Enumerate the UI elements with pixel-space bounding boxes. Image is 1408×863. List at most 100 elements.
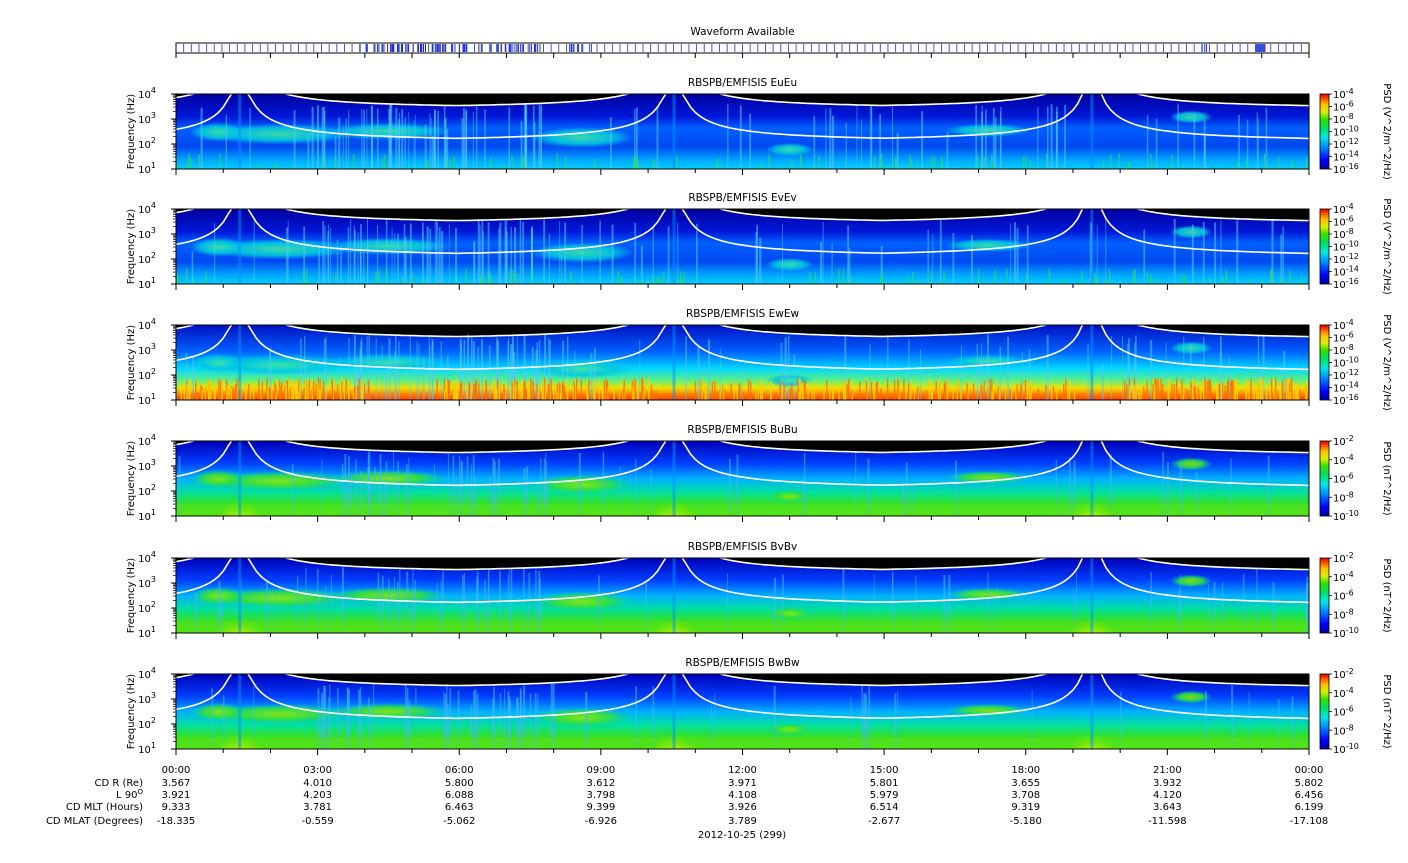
lower-cutoff-curve	[176, 441, 1309, 487]
y-tick-label: 102	[138, 251, 156, 266]
colorbar-label: PSD (V^2/m^2/Hz)	[1381, 198, 1392, 295]
y-axis-label: Frequency (Hz)	[126, 441, 137, 517]
colorbar-label: PSD (nT^2/Hz)	[1381, 558, 1392, 632]
ephemeris-value: 6.088	[445, 790, 474, 801]
panel-title: RBSPB/EMFISIS EwEw	[686, 308, 800, 320]
emission-band	[1169, 690, 1213, 704]
lower-cutoff-curve	[176, 325, 1309, 371]
x-tick-label: 12:00	[728, 765, 757, 776]
ephemeris-value: -0.559	[302, 816, 334, 827]
cutoff-region	[176, 209, 1309, 221]
ephemeris-value: 5.802	[1295, 778, 1324, 789]
spectrogram	[176, 441, 1309, 516]
emission-band	[945, 123, 1031, 137]
emission-band	[945, 470, 1031, 484]
panel-bwbw: RBSPB/EMFISIS BwBw 101 102 103 104Frequency …	[126, 657, 1392, 756]
lower-cutoff-curve	[176, 558, 1309, 604]
date-label: 2012-10-25 (299)	[698, 830, 786, 841]
ephemeris-value: 9.333	[162, 802, 191, 813]
emission-band	[766, 489, 814, 504]
emission-band	[766, 257, 814, 272]
ephemeris-label: CD MLAT (Degrees)	[46, 816, 143, 827]
emission-band	[766, 722, 814, 737]
colorbar	[1319, 673, 1330, 750]
y-tick-label: 101	[138, 625, 156, 640]
lower-cutoff-curve	[176, 674, 1309, 720]
colorbar	[1319, 440, 1330, 517]
y-tick-label: 101	[138, 276, 156, 291]
ephemeris-value: 9.319	[1011, 802, 1040, 813]
panel-title: RBSPB/EMFISIS BwBw	[685, 657, 800, 669]
ephemeris-value: -17.108	[1290, 816, 1329, 827]
waveform-availability: Waveform Available	[175, 26, 1310, 58]
panel-title: RBSPB/EMFISIS BvBv	[688, 541, 797, 553]
colorbar-tick-label: 10-8	[1333, 490, 1354, 504]
emission-band	[530, 127, 634, 148]
emission-band	[766, 373, 814, 388]
y-tick-label: 102	[138, 483, 156, 498]
ephemeris-value: 3.708	[1011, 790, 1040, 801]
colorbar	[1319, 208, 1330, 285]
ephemeris-value: -5.062	[443, 816, 475, 827]
waveform-title: Waveform Available	[690, 26, 794, 38]
emission-band	[766, 142, 814, 157]
ephemeris-value: 5.979	[870, 790, 899, 801]
colorbar-tick-label: 10-4	[1333, 453, 1354, 467]
colorbar-tick-label: 10-16	[1333, 393, 1359, 407]
panel-bubu: RBSPB/EMFISIS BuBu 101 102 103 104Frequency …	[126, 424, 1392, 523]
colorbar-tick-label: 10-2	[1333, 667, 1354, 681]
x-tick-label: 21:00	[1153, 765, 1182, 776]
ephemeris-value: 5.800	[445, 778, 474, 789]
ephemeris-value: 6.199	[1295, 802, 1324, 813]
colorbar	[1319, 324, 1330, 401]
panel-title: RBSPB/EMFISIS BuBu	[687, 424, 797, 436]
ephemeris-value: 9.399	[587, 802, 616, 813]
spectrogram	[176, 209, 1309, 284]
ephemeris-value: -11.598	[1148, 816, 1187, 827]
colorbar-label: PSD (V^2/m^2/Hz)	[1381, 314, 1392, 411]
cutoff-region	[176, 674, 1309, 686]
colorbar-tick-label: 10-2	[1333, 551, 1354, 565]
spectrogram	[176, 325, 1309, 400]
lf-emission	[176, 737, 1309, 749]
ephemeris-value: 4.203	[303, 790, 332, 801]
spectrogram	[176, 94, 1309, 169]
emission-band	[1169, 457, 1213, 471]
y-tick-label: 101	[138, 741, 156, 756]
upper-cutoff-curve	[176, 441, 1309, 454]
y-tick-label: 104	[138, 433, 156, 448]
y-tick-label: 103	[138, 111, 156, 126]
ephemeris-label: L 90O	[116, 788, 143, 801]
panel-title: RBSPB/EMFISIS EvEv	[688, 192, 796, 204]
colorbar-tick-label: 10-4	[1333, 686, 1354, 700]
ephemeris-value: -5.180	[1010, 816, 1042, 827]
ephemeris-value: 5.801	[870, 778, 899, 789]
x-tick-label: 03:00	[303, 765, 332, 776]
y-axis-label: Frequency (Hz)	[126, 94, 137, 170]
colorbar-tick-label: 10-10	[1333, 742, 1359, 756]
emission-band	[945, 703, 1031, 717]
ephemeris-value: -6.926	[585, 816, 617, 827]
y-tick-label: 104	[138, 550, 156, 565]
x-tick-label: 09:00	[586, 765, 615, 776]
y-tick-label: 103	[138, 458, 156, 473]
upper-cutoff-curve	[176, 674, 1309, 687]
emission-band	[1169, 574, 1213, 588]
emission-band	[766, 606, 814, 621]
ephemeris-value: 3.926	[728, 802, 757, 813]
ephemeris-value: 3.921	[162, 790, 191, 801]
y-axis-label: Frequency (Hz)	[126, 674, 137, 750]
upper-cutoff-curve	[176, 558, 1309, 571]
ephemeris-value: 6.463	[445, 802, 474, 813]
colorbar-tick-label: 10-6	[1333, 589, 1354, 603]
emission-band	[1169, 110, 1213, 124]
ephemeris-value: 3.655	[1011, 778, 1040, 789]
waveform-dense-block	[1255, 44, 1265, 52]
ephemeris-value: 3.612	[587, 778, 616, 789]
y-tick-label: 104	[138, 317, 156, 332]
panel-evev: RBSPB/EMFISIS EvEv 101 102 103 104Frequency …	[126, 192, 1392, 295]
cutoff-region	[176, 441, 1309, 453]
lower-cutoff-curve	[176, 94, 1309, 140]
